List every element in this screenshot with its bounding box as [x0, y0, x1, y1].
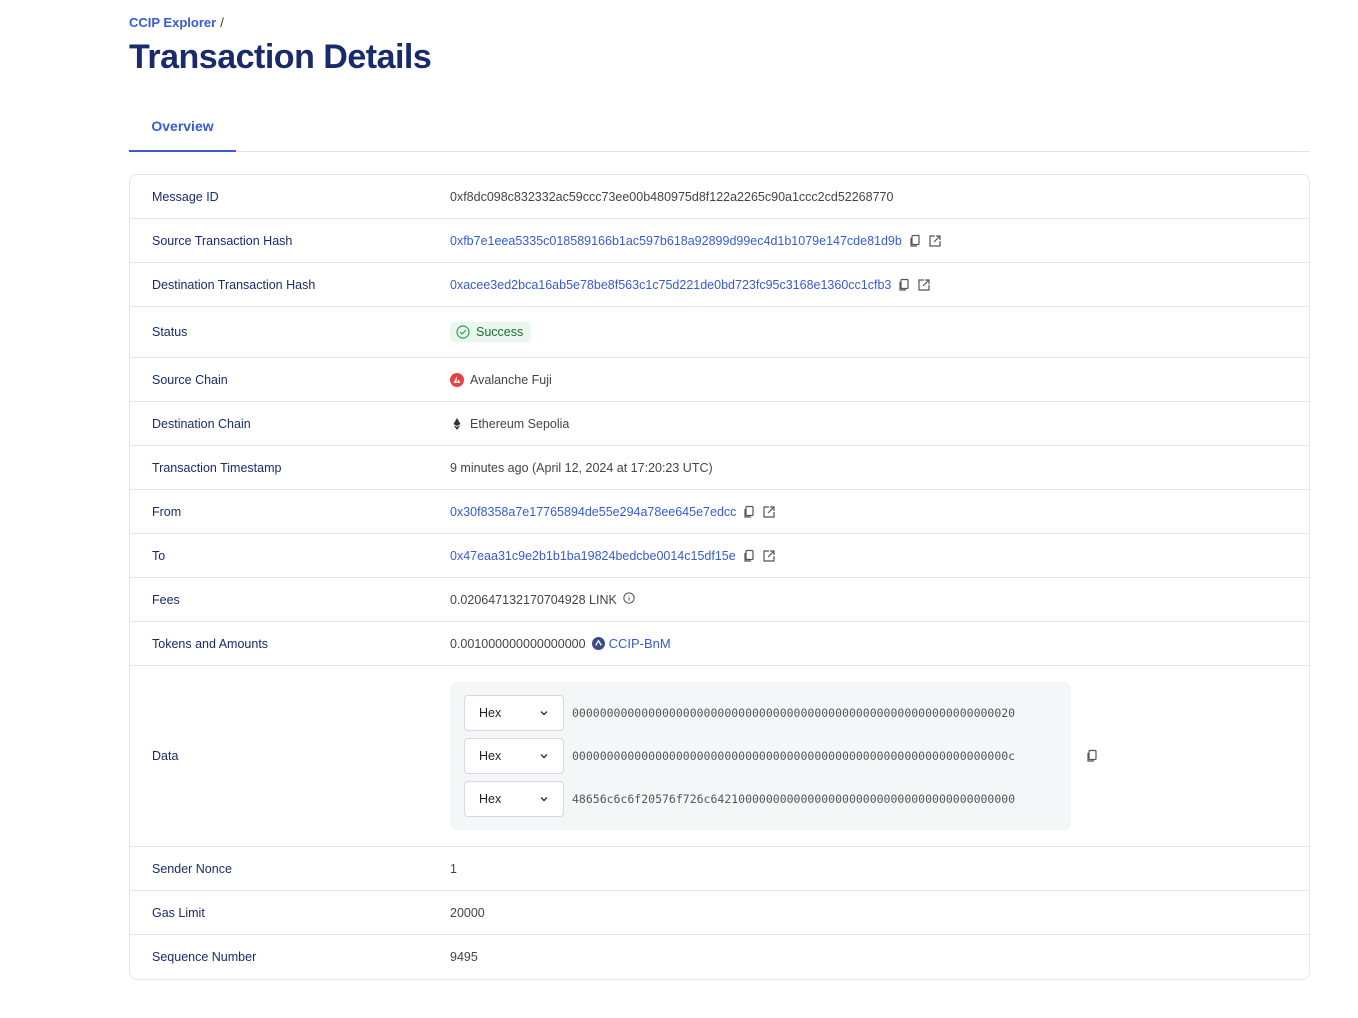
info-icon[interactable] — [623, 591, 635, 604]
source-tx-link[interactable]: 0xfb7e1eea5335c018589166b1ac597b618a9289… — [450, 233, 902, 248]
label: Sequence Number — [152, 950, 257, 964]
from-address-link[interactable]: 0x30f8358a7e17765894de55e294a78ee645e7ed… — [450, 504, 737, 519]
data-item: Hex 48656c6c6f20576f726c64210000000000000… — [464, 781, 1057, 817]
breadcrumb-ccip-explorer[interactable]: CCIP Explorer — [129, 15, 217, 30]
fees-value: 0.020647132170704928 LINK — [450, 592, 617, 607]
label: Gas Limit — [152, 905, 205, 920]
status-badge: Success — [450, 322, 532, 342]
label: Status — [152, 325, 188, 339]
data-value: 0000000000000000000000000000000000000000… — [572, 749, 1016, 763]
format-select[interactable]: Hex — [464, 695, 564, 731]
label: Sender Nonce — [152, 861, 232, 876]
tab-overview[interactable]: Overview — [129, 108, 236, 152]
check-circle-icon — [456, 325, 470, 339]
chevron-down-icon — [540, 754, 548, 759]
format-selected: Hex — [479, 749, 502, 763]
row-sequence: Sequence Number 9495 — [130, 935, 1309, 979]
label: Destination Transaction Hash — [152, 277, 316, 292]
label: Tokens and Amounts — [152, 636, 269, 651]
copy-icon[interactable] — [897, 278, 911, 292]
label: Data — [152, 749, 179, 763]
row-dest-chain: Destination Chain Ethereum Sepolia — [130, 402, 1309, 446]
label: Source Transaction Hash — [152, 233, 293, 248]
data-item: Hex 0000000000000000000000000000000000000… — [464, 738, 1057, 774]
data-item: Hex 0000000000000000000000000000000000000… — [464, 695, 1057, 731]
label: Destination Chain — [152, 416, 251, 431]
row-nonce: Sender Nonce 1 — [130, 847, 1309, 891]
ethereum-icon — [453, 417, 461, 430]
label: Message ID — [152, 189, 219, 204]
row-gas-limit: Gas Limit 20000 — [130, 891, 1309, 935]
sequence-value: 9495 — [450, 950, 478, 964]
status-text: Success — [476, 325, 524, 339]
token-amount: 0.001000000000000000 — [450, 636, 586, 651]
copy-icon[interactable] — [1085, 749, 1099, 763]
external-link-icon[interactable] — [928, 234, 942, 248]
timestamp-value: 9 minutes ago (April 12, 2024 at 17:20:2… — [450, 460, 713, 475]
copy-icon[interactable] — [742, 549, 756, 563]
chevron-down-icon — [540, 797, 548, 802]
row-message-id: Message ID 0xf8dc098c832332ac59ccc73ee00b… — [130, 175, 1309, 219]
data-value: 0000000000000000000000000000000000000000… — [572, 706, 1016, 720]
data-box: Hex 0000000000000000000000000000000000000… — [450, 682, 1071, 830]
external-link-icon[interactable] — [917, 278, 931, 292]
dest-tx-link[interactable]: 0xacee3ed2bca16ab5e78be8f563c1c75d221de0… — [450, 277, 892, 292]
row-tokens: Tokens and Amounts 0.001000000000000000 CC… — [130, 622, 1309, 666]
external-link-icon[interactable] — [762, 549, 776, 563]
format-select[interactable]: Hex — [464, 781, 564, 817]
row-status: Status Success — [130, 307, 1309, 358]
nonce-value: 1 — [450, 861, 457, 876]
row-fees: Fees 0.020647132170704928 LINK — [130, 578, 1309, 622]
details-card: Message ID 0xf8dc098c832332ac59ccc73ee00b… — [129, 174, 1310, 980]
label: Fees — [152, 592, 180, 607]
token-link[interactable]: CCIP-BnM — [608, 636, 671, 651]
chevron-down-icon — [540, 711, 548, 716]
row-source-chain: Source Chain Avalanche Fuji — [130, 358, 1309, 402]
page-title: Transaction Details — [129, 38, 432, 76]
data-value: 48656c6c6f20576f726c64210000000000000000… — [572, 792, 1016, 806]
source-chain-value: Avalanche Fuji — [470, 372, 552, 387]
label: From — [152, 504, 182, 519]
tab-bar: Overview — [129, 108, 1310, 152]
row-timestamp: Transaction Timestamp 9 minutes ago (Apri… — [130, 446, 1309, 490]
message-id-value: 0xf8dc098c832332ac59ccc73ee00b480975d8f1… — [450, 189, 894, 204]
format-select[interactable]: Hex — [464, 738, 564, 774]
ccip-bnm-token-icon — [591, 637, 605, 650]
dest-chain-value: Ethereum Sepolia — [470, 416, 570, 431]
copy-icon[interactable] — [742, 505, 756, 519]
format-selected: Hex — [479, 792, 502, 806]
external-link-icon[interactable] — [762, 505, 776, 519]
copy-icon[interactable] — [908, 234, 922, 248]
row-source-tx: Source Transaction Hash 0xfb7e1eea5335c01… — [130, 219, 1309, 263]
gas-limit-value: 20000 — [450, 905, 485, 920]
row-data: Data Hex 00000000000000000000000000000000… — [130, 666, 1309, 847]
row-to: To 0x47eaa31c9e2b1b1ba19824bedcbe0014c15d… — [130, 534, 1309, 578]
breadcrumb: CCIP Explorer / — [129, 15, 224, 30]
label: Transaction Timestamp — [152, 460, 282, 475]
avalanche-icon — [450, 372, 464, 387]
breadcrumb-separator: / — [220, 15, 224, 30]
row-dest-tx: Destination Transaction Hash 0xacee3ed2bc… — [130, 263, 1309, 307]
label: Source Chain — [152, 372, 228, 387]
row-from: From 0x30f8358a7e17765894de55e294a78ee645… — [130, 490, 1309, 534]
to-address-link[interactable]: 0x47eaa31c9e2b1b1ba19824bedcbe0014c15df1… — [450, 548, 736, 563]
format-selected: Hex — [479, 706, 502, 720]
label: To — [152, 548, 166, 563]
